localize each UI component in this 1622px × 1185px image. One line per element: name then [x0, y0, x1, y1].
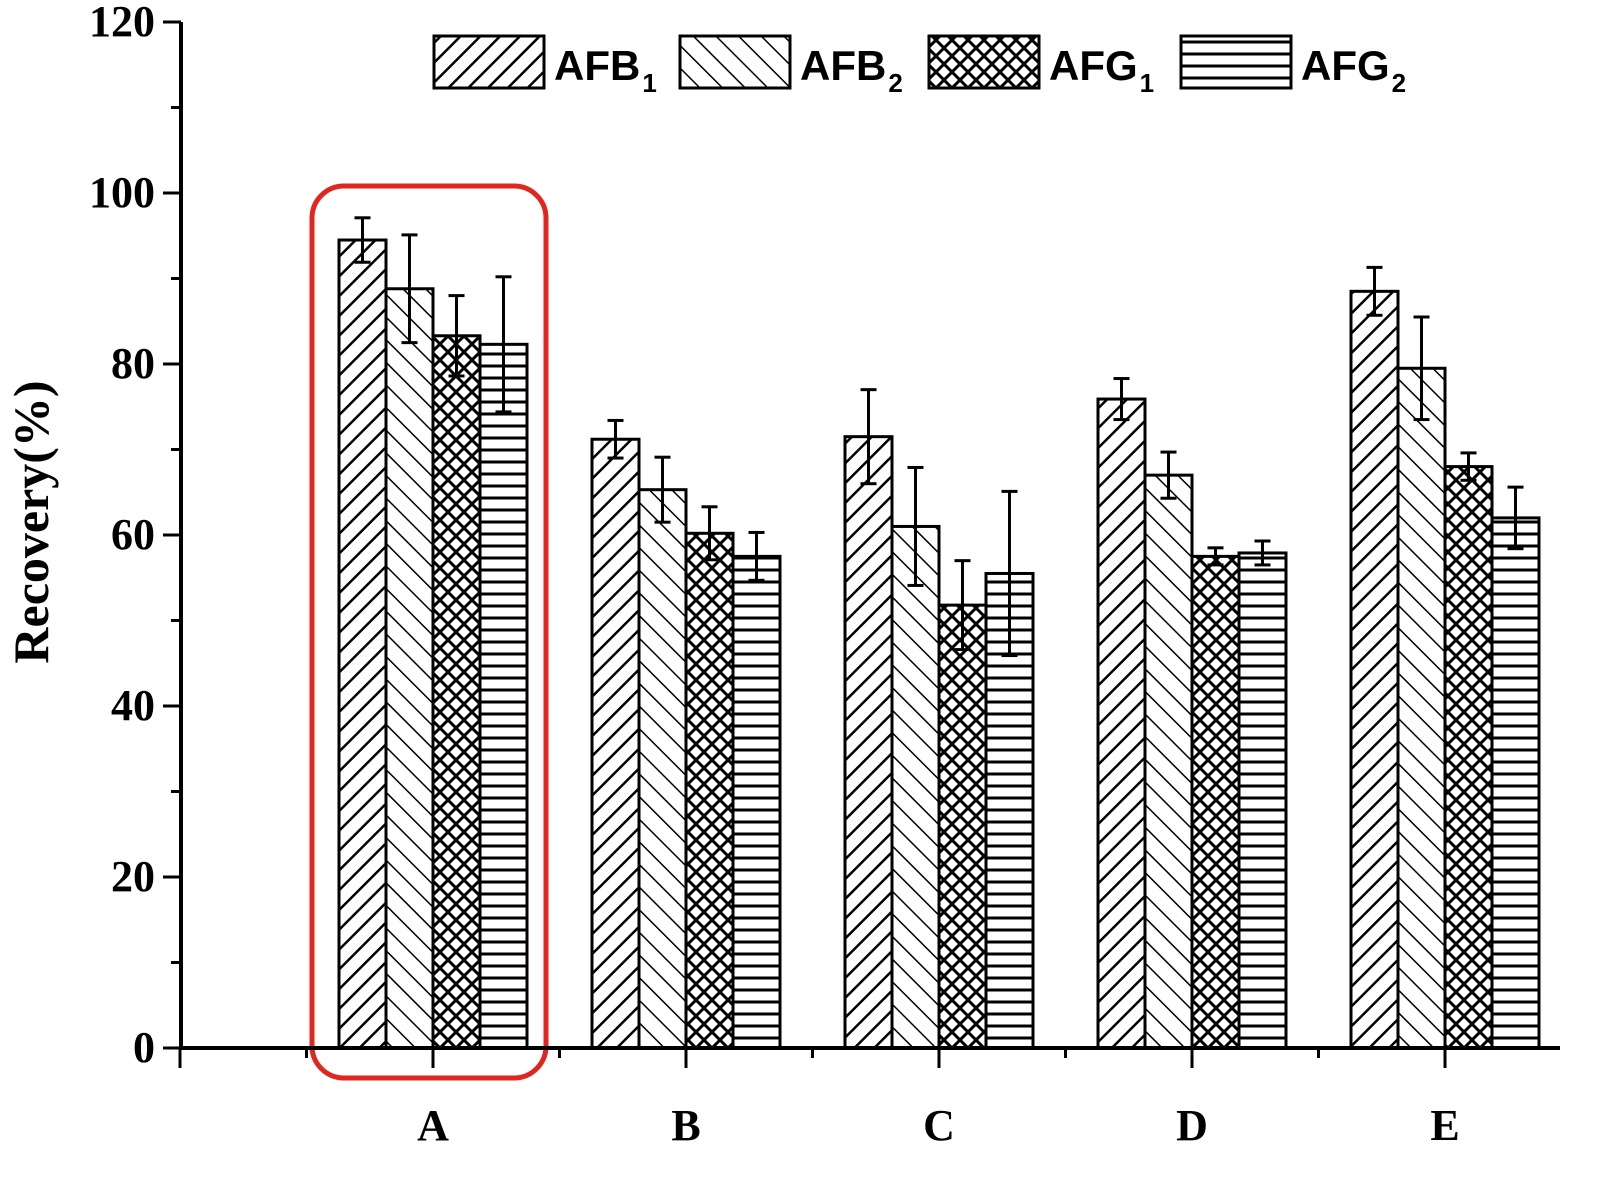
bar-B-4	[731, 554, 782, 1050]
y-tick-label: 20	[111, 852, 155, 901]
y-axis-title: Recovery(%)	[3, 380, 59, 663]
y-tick-label: 60	[111, 510, 155, 559]
error-bar-A-2	[401, 233, 418, 345]
x-tick-label-D: D	[1176, 1101, 1208, 1150]
y-tick-label: 40	[111, 681, 155, 730]
bar-A-4	[478, 342, 529, 1050]
legend-item-2: AFB2	[678, 34, 903, 98]
x-tick-label-C: C	[923, 1101, 955, 1150]
error-bar-B-4	[748, 530, 765, 582]
error-bar-C-4	[1001, 489, 1018, 658]
legend-swatch	[927, 34, 1041, 90]
x-tick-label-E: E	[1430, 1101, 1459, 1150]
y-tick-label: 100	[89, 168, 155, 217]
error-bar-A-4	[495, 275, 512, 414]
bar-A-2	[384, 287, 435, 1050]
legend-label: AFG1	[1049, 42, 1154, 98]
error-bar-B-1	[607, 418, 624, 460]
legend: AFB1 AFB2 AFG1 AFG2	[432, 34, 1406, 98]
bar-A-3	[431, 334, 482, 1050]
bar-C-1	[843, 435, 894, 1050]
error-bar-E-3	[1460, 451, 1477, 482]
bar-C-3	[937, 603, 988, 1050]
highlight-box	[309, 183, 549, 1081]
error-bar-D-2	[1160, 450, 1177, 500]
x-tick-label-B: B	[671, 1101, 700, 1150]
error-bar-A-3	[448, 294, 465, 378]
bar-C-2	[890, 524, 941, 1050]
legend-label-subscript: 1	[642, 68, 656, 98]
bar-D-3	[1190, 554, 1241, 1050]
y-tick-label: 0	[133, 1023, 155, 1072]
legend-item-4: AFG2	[1179, 34, 1406, 98]
y-tick-label: 80	[111, 339, 155, 388]
bar-B-3	[684, 531, 735, 1050]
bar-D-2	[1143, 473, 1194, 1050]
error-bar-D-3	[1207, 546, 1224, 567]
legend-label: AFB1	[554, 42, 657, 98]
bar-E-1	[1349, 289, 1400, 1050]
bar-D-1	[1096, 397, 1147, 1050]
error-bar-C-1	[860, 388, 877, 486]
error-bar-E-2	[1413, 315, 1430, 422]
legend-label: AFG2	[1301, 42, 1406, 98]
y-tick-label: 120	[89, 0, 155, 46]
legend-label-subscript: 1	[1140, 68, 1154, 98]
error-bar-B-2	[654, 455, 671, 524]
legend-item-1: AFB1	[432, 34, 657, 98]
legend-label-subscript: 2	[888, 68, 902, 98]
bar-A-1	[337, 238, 388, 1050]
error-bar-C-2	[907, 465, 924, 587]
legend-swatch	[1179, 34, 1293, 90]
bar-B-2	[637, 488, 688, 1050]
error-bar-E-1	[1366, 265, 1383, 317]
error-bar-B-3	[701, 505, 718, 562]
error-bar-D-1	[1113, 377, 1130, 422]
error-bar-E-4	[1507, 485, 1524, 551]
legend-item-3: AFG1	[927, 34, 1154, 98]
legend-swatch	[432, 34, 546, 90]
bar-B-1	[590, 437, 641, 1050]
bar-D-4	[1237, 551, 1288, 1050]
legend-swatch	[678, 34, 792, 90]
legend-label-subscript: 2	[1392, 68, 1406, 98]
legend-label: AFB2	[800, 42, 903, 98]
error-bar-D-4	[1254, 539, 1271, 567]
error-bar-A-1	[354, 216, 371, 264]
bar-E-4	[1490, 516, 1541, 1050]
bar-E-3	[1443, 465, 1494, 1050]
error-bar-C-3	[954, 559, 971, 652]
bar-E-2	[1396, 366, 1447, 1050]
x-tick-label-A: A	[417, 1101, 449, 1150]
